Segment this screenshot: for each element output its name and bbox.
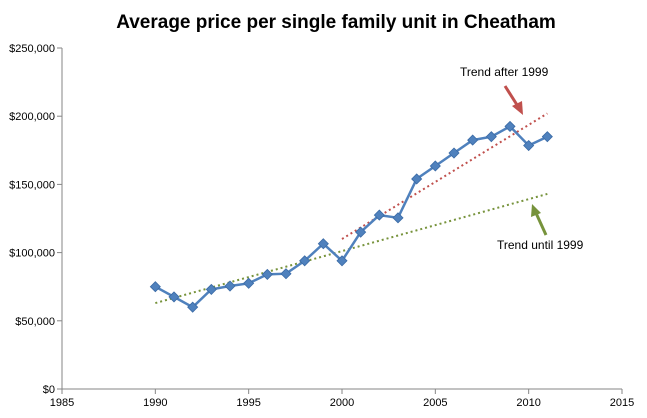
x-tick-label: 2010 bbox=[516, 397, 540, 409]
y-tick-label: $50,000 bbox=[15, 316, 55, 328]
series-line bbox=[154, 124, 548, 309]
annotation-trend-until-1999: Trend until 1999 bbox=[497, 238, 584, 252]
data-point bbox=[336, 255, 348, 267]
data-point bbox=[149, 281, 161, 293]
trendlines bbox=[155, 112, 548, 305]
y-tick-label: $0 bbox=[43, 384, 55, 396]
data-point bbox=[168, 291, 180, 303]
data-point bbox=[317, 238, 329, 250]
data-point bbox=[411, 173, 423, 185]
data-point bbox=[448, 147, 460, 159]
data-point bbox=[205, 283, 217, 295]
x-tick-label: 1995 bbox=[236, 397, 260, 409]
x-tick-label: 1990 bbox=[143, 397, 167, 409]
x-tick-label: 2000 bbox=[330, 397, 354, 409]
data-point bbox=[355, 226, 367, 238]
y-tick-label: $200,000 bbox=[9, 111, 55, 123]
data-point bbox=[392, 212, 404, 224]
arrowhead-trend-until-1999 bbox=[531, 204, 541, 217]
data-point bbox=[429, 160, 441, 172]
annotation-trend-after-1999: Trend after 1999 bbox=[460, 65, 549, 79]
x-tick-label: 1985 bbox=[50, 397, 74, 409]
axes: $0 $50,000 $100,000 $150,000 $200,000 $250,00… bbox=[9, 43, 634, 409]
data-point bbox=[504, 120, 516, 132]
arrowhead-trend-after-1999 bbox=[512, 101, 523, 115]
data-point bbox=[523, 139, 535, 152]
data-point bbox=[541, 131, 553, 143]
x-tick-label: 2005 bbox=[423, 397, 447, 409]
annotations: Trend after 1999 Trend until 1999 bbox=[460, 65, 584, 252]
chart-title: Average price per single family unit in … bbox=[116, 12, 556, 33]
x-tick-label: 2015 bbox=[610, 397, 634, 409]
arrow-trend-until-1999 bbox=[534, 212, 548, 236]
y-tick-label: $150,000 bbox=[9, 179, 55, 191]
data-series bbox=[149, 120, 553, 313]
y-tick-label: $250,000 bbox=[9, 43, 55, 55]
data-point bbox=[224, 280, 236, 292]
data-point bbox=[280, 268, 292, 280]
data-point bbox=[467, 134, 479, 146]
data-point bbox=[243, 277, 255, 289]
data-point bbox=[299, 255, 311, 267]
data-point bbox=[485, 131, 497, 143]
data-point bbox=[187, 301, 199, 313]
data-point bbox=[261, 268, 273, 280]
y-tick-label: $100,000 bbox=[9, 248, 55, 260]
data-point bbox=[373, 209, 385, 221]
